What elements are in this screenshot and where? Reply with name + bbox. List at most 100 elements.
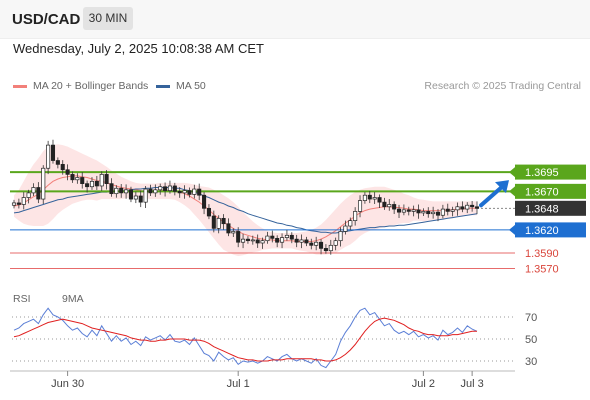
timeframe-button[interactable]: 30 MIN [83, 7, 133, 30]
candle-body-down [474, 206, 480, 209]
candle [450, 206, 455, 217]
candle-body-up [450, 209, 455, 212]
candle-body-up [41, 167, 46, 200]
candle-body-down [270, 235, 275, 239]
candle-body-down [80, 177, 85, 184]
candle-body-up [440, 208, 445, 216]
candle [396, 204, 402, 219]
candle-body-down [226, 223, 231, 234]
candle [99, 171, 104, 191]
trend-arrow-shaft [479, 183, 506, 208]
candle-body-up [75, 177, 80, 181]
bollinger-label: MA 20 + Bollinger Bands [33, 80, 149, 92]
bollinger-band [14, 144, 477, 257]
candle [382, 197, 387, 210]
legend-bollinger: MA 20 + Bollinger Bands [13, 80, 148, 92]
candle [260, 237, 265, 249]
candle-body-up [387, 204, 392, 208]
candle-body-up [192, 188, 197, 195]
trend-arrow-group [479, 180, 509, 208]
candle-body-up [328, 244, 333, 252]
candle-body-down [138, 195, 143, 203]
candle [133, 191, 138, 204]
level-labels-group: 1.3695 1.3670 1.3648 1.3620 1.3590 1.3570 [509, 164, 586, 275]
resistance-tag [515, 183, 586, 199]
time-tick-label: Jul 1 [227, 378, 250, 390]
candle [299, 234, 304, 249]
candle-body-down [406, 209, 411, 212]
level-lines-group [10, 171, 515, 269]
candle-body-up [31, 187, 36, 194]
candle [114, 185, 119, 198]
candle-body-up [333, 240, 338, 246]
pivot-tag-pointer [509, 224, 515, 235]
candle-body-down [16, 202, 21, 205]
candle [50, 139, 56, 164]
candle [148, 184, 153, 196]
candle-body-down [202, 194, 207, 209]
candle-body-down [396, 208, 402, 213]
candle-body-up [280, 237, 285, 243]
candle-body-down [236, 231, 241, 243]
candle [250, 235, 255, 245]
candle-body-down [187, 190, 192, 195]
candle [226, 218, 231, 237]
candle [319, 239, 324, 255]
rsi-label: RSI [13, 293, 31, 305]
rsi-panel: 70 50 30 [12, 307, 537, 369]
candle-body-up [153, 189, 158, 194]
candle-body-up [353, 211, 358, 221]
candle-body-up [250, 239, 255, 242]
ma50-line [13, 187, 478, 234]
candle [11, 199, 17, 209]
candle [445, 203, 450, 216]
candle-body-down [65, 169, 70, 175]
candle-body-down [50, 144, 56, 161]
candle [153, 184, 158, 197]
candle-body-down [304, 239, 309, 244]
ma50-swatch [156, 84, 170, 88]
candle [221, 214, 226, 230]
candle-body-up [124, 189, 129, 194]
candle-body-up [401, 209, 406, 213]
candle [206, 204, 211, 220]
research-credit: Research © 2025 Trading Central [424, 80, 581, 92]
candle-body-up [343, 225, 348, 232]
candle [216, 215, 221, 234]
resistance-tag-pointer [509, 167, 515, 178]
candle [16, 198, 21, 209]
time-axis: Jun 30 Jul 1 Jul 2 Jul 3 [10, 370, 515, 390]
candle [46, 140, 51, 175]
candle [426, 207, 431, 218]
candle-body-up [46, 144, 51, 169]
candle [231, 228, 236, 237]
rsi-tick-label: 70 [525, 312, 537, 324]
candle-body-up [167, 185, 172, 191]
candle-body-down [55, 160, 60, 165]
candle [138, 190, 143, 208]
candle [333, 237, 338, 251]
candle [94, 175, 99, 190]
resistance-tag-pointer [509, 186, 515, 197]
candle-body-down [109, 183, 114, 195]
chart-datetime: Wednesday, July 2, 2025 10:08:38 AM CET [13, 41, 264, 56]
candle [265, 231, 270, 244]
candle [328, 239, 333, 255]
candle [387, 199, 392, 211]
candle [406, 206, 411, 216]
candle [314, 236, 319, 251]
candle [275, 235, 280, 248]
rsi-ma-label: 9MA [62, 293, 84, 305]
candle [187, 187, 192, 198]
candle-body-up [26, 192, 31, 198]
candle-body-down [206, 207, 211, 217]
candle-body-up [372, 197, 377, 200]
candle [41, 165, 46, 204]
trend-arrow-head [495, 180, 509, 194]
candle [143, 185, 148, 209]
candle-body-down [94, 180, 99, 187]
candle-body-up [284, 234, 289, 238]
candle-body-down [255, 239, 260, 244]
candle [362, 192, 367, 204]
